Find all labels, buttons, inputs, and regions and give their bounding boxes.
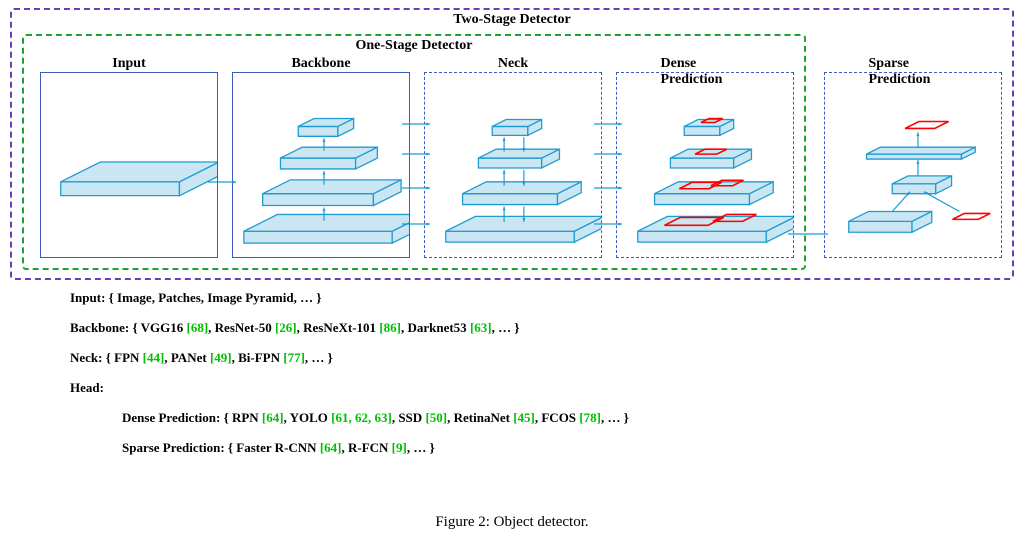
panel-title: Input — [112, 56, 145, 72]
sparse-svg — [825, 73, 1001, 257]
panel-box — [824, 72, 1002, 258]
panel-box — [232, 72, 410, 258]
text-area: Input: { Image, Patches, Image Pyramid, … — [70, 290, 1004, 470]
text-line: Dense Prediction: { RPN [64], YOLO [61, … — [122, 410, 1004, 426]
text-line: Sparse Prediction: { Faster R-CNN [64], … — [122, 440, 1004, 456]
backbone-svg — [233, 73, 409, 257]
panel-title: Neck — [498, 56, 528, 72]
panel-input: Input — [40, 58, 218, 258]
two-stage-label: Two-Stage Detector — [451, 12, 573, 28]
text-line: Input: { Image, Patches, Image Pyramid, … — [70, 290, 1004, 306]
panel-neck: Neck — [424, 58, 602, 258]
one-stage-label: One-Stage Detector — [353, 38, 474, 54]
dense-svg — [617, 73, 793, 257]
figure-caption: Figure 2: Object detector. — [0, 514, 1024, 531]
text-line: Neck: { FPN [44], PANet [49], Bi-FPN [77… — [70, 350, 1004, 366]
panel-title: Backbone — [291, 56, 350, 72]
diagram-area: Two-Stage Detector One-Stage Detector In… — [10, 8, 1014, 280]
neck-svg — [425, 73, 601, 257]
text-line: Head: — [70, 380, 1004, 396]
panel-box — [424, 72, 602, 258]
panel-backbone: Backbone — [232, 58, 410, 258]
panel-box — [40, 72, 218, 258]
text-line: Backbone: { VGG16 [68], ResNet-50 [26], … — [70, 320, 1004, 336]
panel-sparse: Sparse Prediction — [824, 58, 1002, 258]
panel-box — [616, 72, 794, 258]
input-svg — [41, 73, 217, 257]
panel-dense: Dense Prediction — [616, 58, 794, 258]
